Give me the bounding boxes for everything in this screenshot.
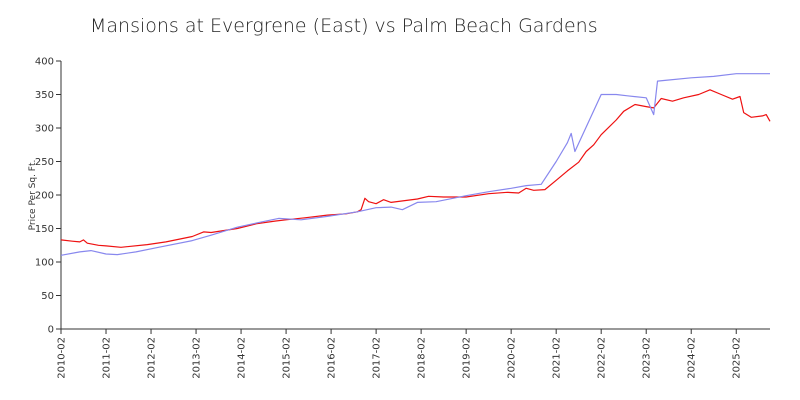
axes [60, 61, 770, 330]
y-tick-label: 100 [35, 258, 54, 269]
y-axis-label: Price Per Sq. Ft. [28, 160, 38, 231]
series-line-2 [60, 73, 770, 256]
x-tick-label: 2015-02 [282, 337, 293, 379]
x-tick-label: 2019-02 [462, 337, 473, 379]
x-tick-label: 2013-02 [192, 337, 203, 379]
y-tick-label: 250 [35, 157, 54, 168]
x-tick-label: 2012-02 [147, 337, 158, 379]
y-tick-label: 350 [35, 90, 54, 101]
y-tick-label: 200 [35, 191, 54, 202]
series-line-1 [60, 89, 771, 248]
y-tick-label: 0 [48, 325, 54, 336]
series-group [60, 73, 771, 256]
y-tick-label: 400 [35, 57, 54, 68]
x-tick-label: 2021-02 [552, 337, 563, 379]
x-ticks: 2010-02 2011-02 2012-02 2013-02 2014-02 2015-… [57, 329, 743, 379]
x-tick-label: 2018-02 [417, 337, 428, 379]
x-tick-label: 2016-02 [327, 337, 338, 379]
y-tick-label: 150 [35, 224, 54, 235]
x-tick-label: 2023-02 [642, 337, 653, 379]
x-tick-label: 2010-02 [57, 337, 68, 379]
y-tick-label: 50 [41, 291, 54, 302]
y-ticks: 0 50 100 150 200 250 300 350 400 [35, 57, 61, 336]
x-tick-label: 2024-02 [687, 337, 698, 379]
x-tick-label: 2022-02 [597, 337, 608, 379]
x-tick-label: 2025-02 [732, 337, 743, 379]
x-tick-label: 2011-02 [102, 337, 113, 379]
x-tick-label: 2020-02 [507, 337, 518, 379]
x-tick-label: 2017-02 [372, 337, 383, 379]
chart-title: Mansions at Evergrene (East) vs Palm Bea… [90, 15, 598, 37]
x-tick-label: 2014-02 [237, 337, 248, 379]
y-tick-label: 300 [35, 124, 54, 135]
